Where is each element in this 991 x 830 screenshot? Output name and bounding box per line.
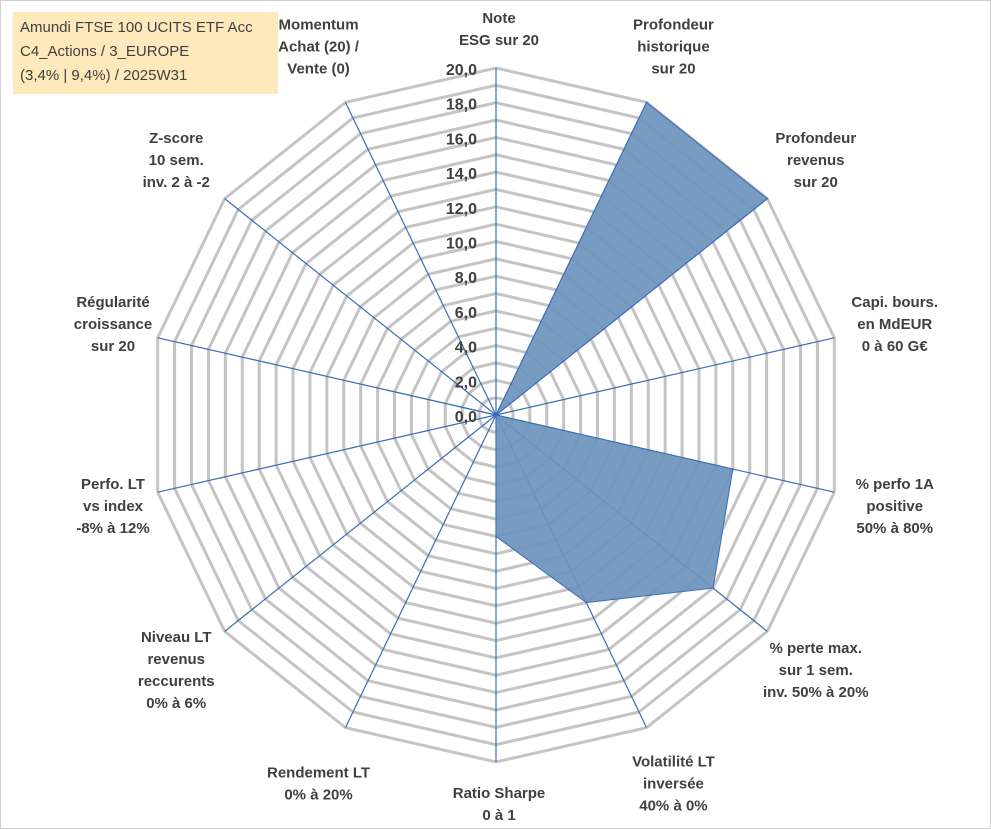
data-point: [386, 389, 389, 392]
radar-spoke: [224, 198, 497, 416]
axis-label: Z-score 10 sem. inv. 2 à -2: [143, 130, 210, 191]
radar-spoke: [344, 414, 497, 728]
tick-label: 4,0: [455, 340, 477, 357]
radar-spoke: [495, 337, 835, 416]
tick-label: 10,0: [446, 236, 477, 253]
data-point: [732, 468, 734, 470]
axis-label: Volatilité LT inversée 40% à 0%: [632, 753, 715, 814]
fund-name: Amundi FTSE 100 UCITS ETF Acc: [20, 19, 253, 36]
axis-label: % perfo 1A positive 50% à 80%: [856, 476, 935, 537]
axis-label: Profondeur revenus sur 20: [775, 130, 856, 191]
fund-category: C4_Actions / 3_EUROPE: [20, 43, 190, 60]
info-box: Amundi FTSE 100 UCITS ETF Acc C4_Actions…: [13, 12, 278, 94]
fund-stats: (3,4% | 9,4%) / 2025W31: [20, 67, 188, 84]
axis-label: Capi. bours. en MdEUR 0 à 60 G€: [851, 294, 938, 355]
data-point: [712, 587, 714, 589]
axis-label: Momentum Achat (20) / Vente (0): [278, 17, 360, 78]
radar-series: [386, 101, 769, 604]
axis-label: Niveau LT revenus reccurents 0% à 6%: [138, 629, 215, 712]
data-point: [495, 535, 497, 538]
axis-label: % perte max. sur 1 sem. inv. 50% à 20%: [763, 640, 869, 701]
tick-label: 18,0: [446, 97, 477, 114]
tick-label: 12,0: [446, 201, 477, 218]
data-point: [766, 197, 769, 200]
axis-label: Note ESG sur 20: [459, 10, 539, 49]
tick-label: 6,0: [455, 305, 477, 322]
tick-label: 20,0: [446, 62, 477, 79]
axis-label: Rendement LT 0% à 20%: [267, 764, 370, 803]
radar-spoke: [224, 414, 497, 632]
data-point: [495, 414, 497, 416]
tick-label: 8,0: [455, 270, 477, 287]
radar-spoke: [157, 414, 497, 493]
axis-labels: Note ESG sur 20 Profondeur historique sur 20…: [74, 10, 938, 824]
radar-spoke: [344, 102, 497, 416]
data-point: [645, 101, 648, 104]
tick-label: 16,0: [446, 131, 477, 148]
axis-label: Régularité croissance sur 20: [74, 294, 152, 355]
axis-label: Perfo. LT vs index -8% à 12%: [76, 476, 149, 537]
tick-label: 0,0: [455, 409, 477, 426]
data-point: [585, 601, 588, 604]
axis-label: Ratio Sharpe 0 à 1: [453, 785, 546, 824]
axis-label: Profondeur historique sur 20: [633, 17, 714, 78]
tick-label: 14,0: [446, 166, 477, 183]
tick-label: 2,0: [455, 374, 477, 391]
radial-tick-labels: 0,0 2,0 4,0 6,0 8,0 10,0 12,0 14,0 16,0 18,0 20,0: [446, 62, 477, 426]
